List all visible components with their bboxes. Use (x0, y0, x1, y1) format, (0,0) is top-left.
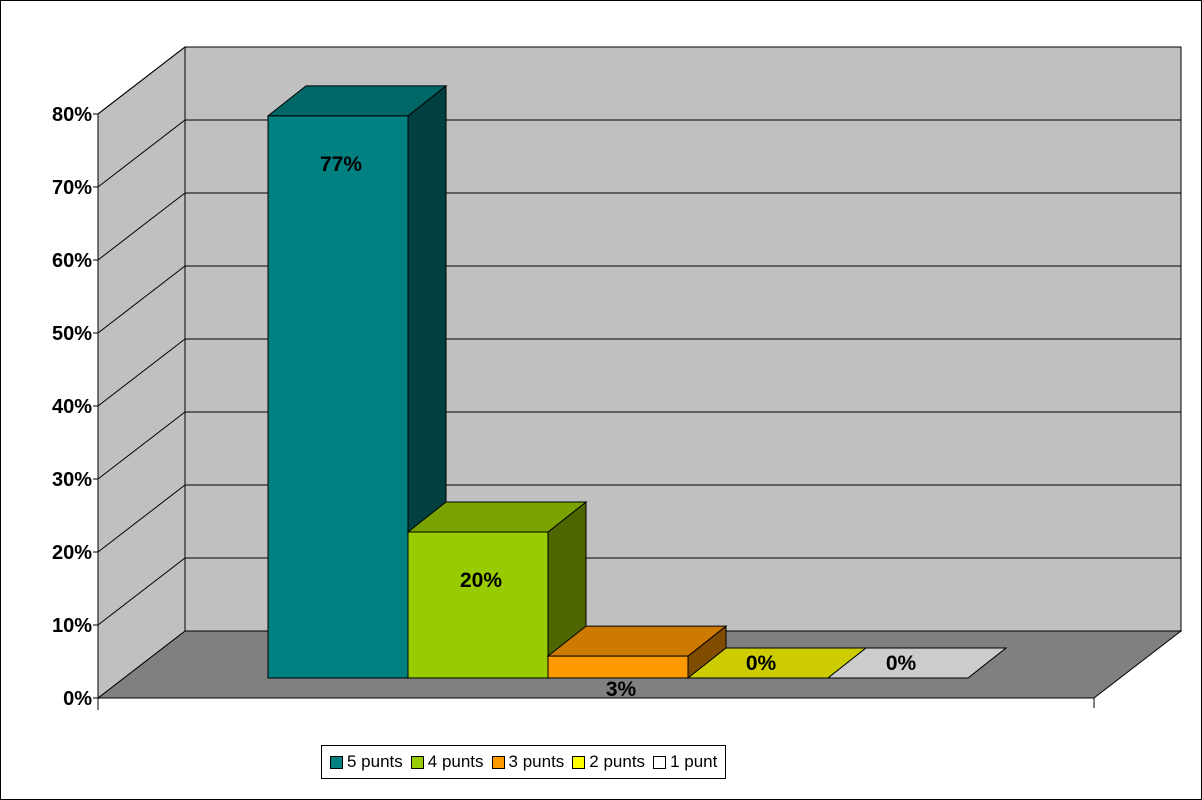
data-label-1-punt: 0% (886, 652, 917, 675)
legend-label: 3 punts (508, 752, 565, 771)
data-label-5-punts: 77% (320, 153, 362, 176)
bar-3-punts (547, 655, 689, 679)
y-tick-label: 0% (63, 688, 92, 710)
legend-swatch (491, 755, 505, 769)
y-tick-label: 80% (52, 104, 92, 126)
data-label-2-punts: 0% (746, 652, 777, 675)
legend-swatch (572, 755, 586, 769)
legend-item-4-punts: 4 punts (410, 752, 484, 772)
gridline-diagonal (97, 484, 186, 553)
gridline-diagonal (97, 411, 186, 480)
legend-swatch (410, 755, 424, 769)
gridline-diagonal (97, 119, 186, 188)
gridline-diagonal (97, 557, 186, 626)
y-tick-label: 30% (52, 469, 92, 491)
y-tick-label: 10% (52, 615, 92, 637)
legend: 5 punts 4 punts 3 punts 2 punts 1 punt (321, 745, 727, 779)
bar-5-punts (267, 115, 409, 679)
gridline-diagonal (97, 265, 186, 334)
y-tick-label: 70% (52, 177, 92, 199)
legend-item-2-punts: 2 punts (572, 752, 645, 772)
gridline-diagonal (97, 338, 186, 407)
bar-4-punts (407, 531, 549, 679)
y-tick-label: 60% (52, 250, 92, 272)
y-tick-label: 50% (52, 323, 92, 345)
legend-item-5-punts: 5 punts (330, 752, 403, 772)
legend-swatch (653, 755, 667, 769)
legend-label: 5 punts (347, 752, 403, 771)
data-label-3-punts: 3% (606, 678, 637, 701)
y-tick-label: 40% (52, 396, 92, 418)
y-tick-label: 20% (52, 542, 92, 564)
legend-label: 1 punt (670, 752, 718, 771)
gridline-diagonal (97, 46, 186, 115)
gridline-diagonal (97, 192, 186, 261)
data-label-4-punts: 20% (460, 569, 502, 592)
legend-item-3-punts: 3 punts (491, 752, 565, 772)
legend-item-1-punt: 1 punt (653, 752, 717, 772)
legend-label: 4 punts (427, 752, 484, 771)
legend-swatch (330, 755, 343, 769)
legend-label: 2 punts (589, 752, 646, 771)
